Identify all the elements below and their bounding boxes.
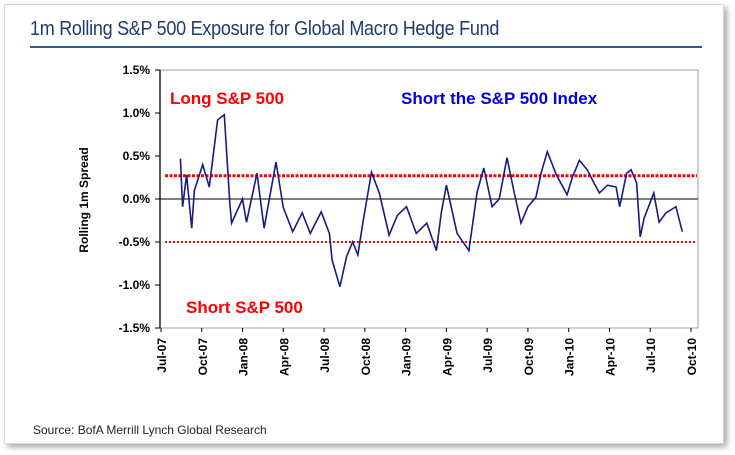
annotation-short-index: Short the S&P 500 Index [401, 89, 598, 108]
x-tick-label: Oct-10 [685, 338, 699, 376]
x-tick-label: Apr-09 [440, 338, 454, 376]
annotation-long: Long S&P 500 [170, 89, 284, 108]
y-tick-label: -1.0% [119, 278, 151, 292]
y-tick-label: 1.0% [123, 106, 151, 120]
x-tick-label: Jan-08 [237, 338, 251, 376]
series-line [179, 113, 684, 287]
y-tick-label: -1.5% [119, 321, 151, 335]
x-tick-label: Oct-09 [522, 338, 536, 376]
title-underline [30, 46, 702, 48]
x-tick-label: Apr-08 [277, 338, 291, 376]
chart-title: 1m Rolling S&P 500 Exposure for Global M… [30, 18, 500, 40]
y-tick-label: 0.5% [123, 149, 151, 163]
y-tick-label: 0.0% [123, 192, 151, 206]
x-tick-label: Jul-08 [318, 338, 332, 373]
x-tick-label: Oct-08 [359, 338, 373, 376]
x-tick-label: Oct-07 [196, 338, 210, 376]
x-tick-label: Jan-09 [400, 338, 414, 376]
y-tick-label: -0.5% [119, 235, 151, 249]
x-tick-label: Jul-07 [155, 338, 169, 373]
y-tick-label: 1.5% [123, 63, 151, 77]
source-note: Source: BofA Merrill Lynch Global Resear… [33, 423, 267, 437]
x-tick-label: Jul-10 [644, 338, 658, 373]
x-tick-label: Apr-10 [603, 338, 617, 376]
x-tick-label: Jul-09 [481, 338, 495, 373]
x-tick-label: Jan-10 [563, 338, 577, 376]
annotation-short: Short S&P 500 [186, 298, 303, 317]
y-axis-label: Rolling 1m Spread [77, 147, 91, 252]
